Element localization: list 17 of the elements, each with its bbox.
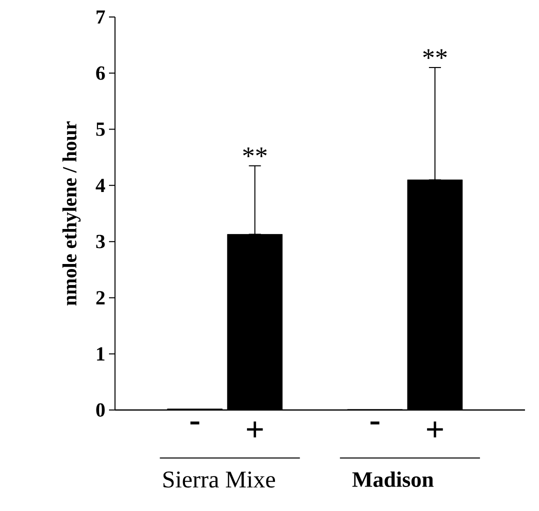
y-tick-label: 1	[97, 347, 104, 360]
y-tick-label: 6	[96, 66, 105, 80]
y-tick-label: 2	[96, 291, 105, 304]
y-tick-label: 3	[96, 234, 105, 248]
y-axis-title: nmole ethylene / hour	[62, 121, 81, 306]
annotation: **	[243, 148, 267, 158]
y-tick-label: 7	[96, 10, 105, 24]
x-tick-label: -	[370, 422, 380, 424]
y-tick-label: 4	[96, 178, 106, 192]
text: Madison	[352, 472, 434, 488]
x-tick-label: +	[427, 422, 443, 438]
x-tick-label: -	[190, 422, 200, 424]
x-tick-label: +	[246, 422, 263, 438]
annotation: **	[423, 49, 447, 59]
y-tick-label: 0	[96, 403, 105, 417]
y-tick-label: 5	[96, 122, 105, 136]
text: Sierra Mixe	[163, 472, 276, 488]
